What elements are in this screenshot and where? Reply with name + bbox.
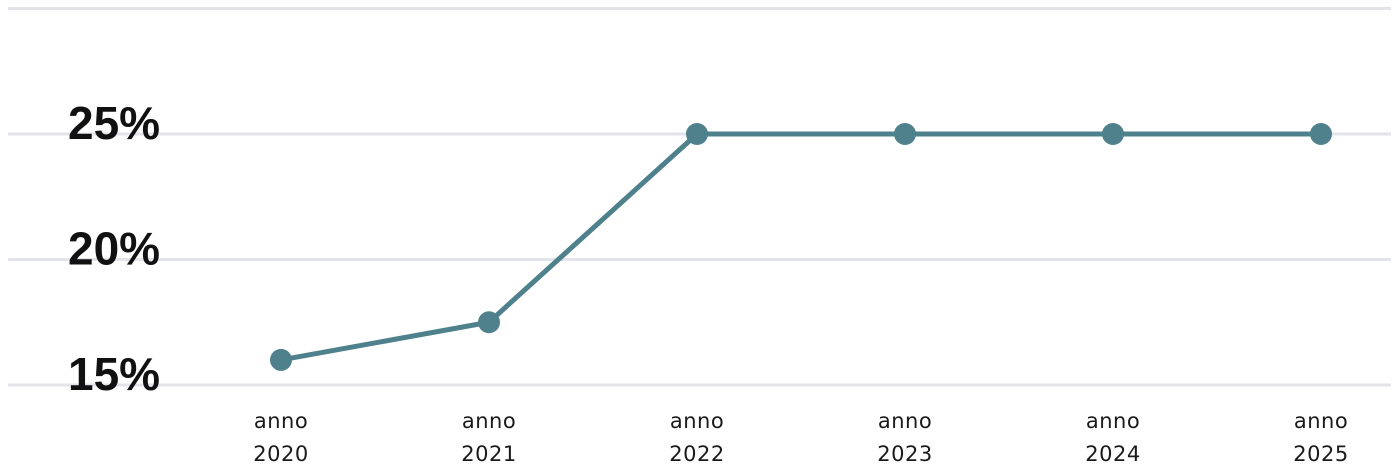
y-tick-label: 25% [68, 97, 160, 149]
data-point [270, 348, 292, 371]
gridlines [8, 7, 1391, 387]
series-layer [270, 123, 1332, 371]
y-axis-ticks: 15% 20% 25% [68, 97, 160, 400]
x-tick-label: anno 2024 [1085, 409, 1140, 466]
data-point [894, 123, 916, 145]
x-tick-label: anno 2023 [877, 409, 932, 466]
x-tick-label: anno 2025 [1293, 409, 1348, 466]
x-tick-label: anno 2022 [669, 409, 724, 466]
data-point [686, 123, 708, 145]
y-tick-label: 15% [68, 348, 160, 400]
data-point [478, 311, 500, 334]
y-tick-label: 20% [68, 223, 160, 275]
x-axis-ticks: anno 2020 anno 2021 anno 2022 anno 2023 anno 2024… [253, 409, 1348, 466]
data-point [1310, 123, 1332, 145]
x-tick-label: anno 2021 [461, 409, 516, 466]
x-tick-label: anno 2020 [253, 409, 308, 466]
series-line [278, 131, 1324, 363]
data-point [1102, 123, 1124, 145]
